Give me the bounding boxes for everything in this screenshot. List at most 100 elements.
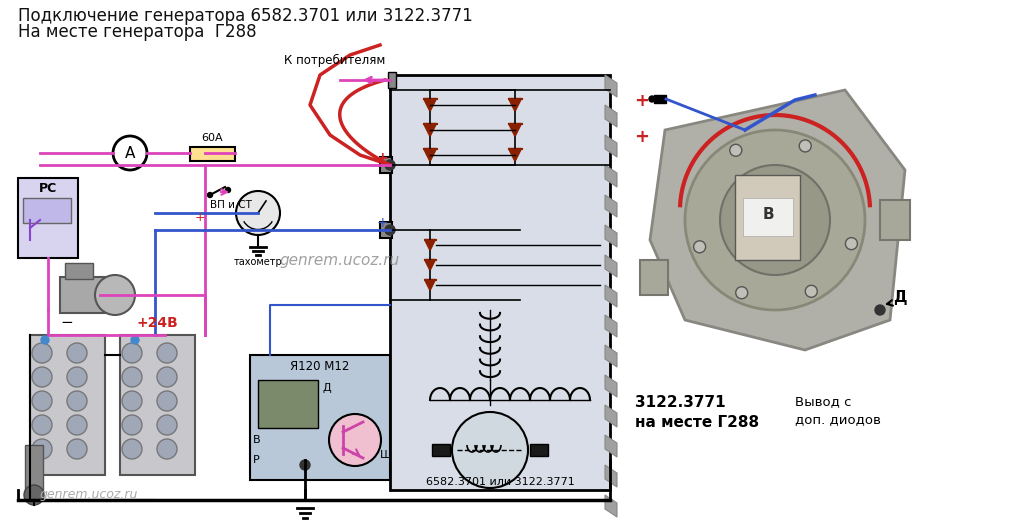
- Circle shape: [649, 96, 655, 102]
- Circle shape: [96, 275, 135, 315]
- Circle shape: [236, 191, 280, 235]
- Circle shape: [736, 287, 748, 299]
- Polygon shape: [605, 495, 617, 517]
- Circle shape: [385, 225, 395, 235]
- Polygon shape: [605, 405, 617, 427]
- Circle shape: [694, 241, 706, 253]
- Circle shape: [157, 439, 177, 459]
- Circle shape: [122, 439, 142, 459]
- Circle shape: [67, 367, 87, 387]
- Polygon shape: [605, 465, 617, 487]
- Polygon shape: [425, 240, 436, 251]
- Text: +: +: [195, 211, 205, 224]
- Text: A: A: [125, 146, 135, 161]
- Text: К потребителям: К потребителям: [284, 54, 386, 67]
- Circle shape: [122, 343, 142, 363]
- Polygon shape: [605, 255, 617, 277]
- Polygon shape: [424, 98, 437, 111]
- Text: Д: Д: [322, 383, 330, 393]
- Text: +: +: [634, 128, 649, 146]
- Polygon shape: [605, 195, 617, 217]
- Bar: [18, 178, 78, 258]
- Bar: [390, 75, 610, 490]
- Circle shape: [729, 144, 742, 157]
- Polygon shape: [605, 345, 617, 367]
- Bar: [190, 147, 235, 161]
- Bar: [380, 157, 392, 173]
- Circle shape: [67, 415, 87, 435]
- Text: +: +: [376, 216, 388, 230]
- Bar: [60, 277, 110, 313]
- Text: Вывод с: Вывод с: [795, 395, 851, 408]
- Text: В: В: [762, 206, 774, 222]
- Circle shape: [875, 305, 885, 315]
- Bar: [258, 380, 318, 428]
- Circle shape: [67, 343, 87, 363]
- Circle shape: [157, 391, 177, 411]
- Text: Д: Д: [893, 290, 906, 305]
- Text: доп. диодов: доп. диодов: [795, 413, 881, 426]
- Polygon shape: [508, 149, 521, 162]
- Polygon shape: [605, 315, 617, 337]
- Circle shape: [31, 343, 52, 363]
- Text: genrem.ucoz.ru: genrem.ucoz.ru: [280, 253, 400, 267]
- Bar: [654, 95, 666, 103]
- Bar: [880, 200, 910, 240]
- Polygon shape: [425, 280, 436, 291]
- Circle shape: [31, 367, 52, 387]
- Circle shape: [122, 391, 142, 411]
- Text: −: −: [61, 315, 73, 330]
- Circle shape: [131, 336, 139, 344]
- Polygon shape: [605, 165, 617, 187]
- Circle shape: [300, 460, 310, 470]
- Circle shape: [452, 412, 528, 488]
- Text: Ш: Ш: [380, 450, 392, 460]
- Polygon shape: [605, 225, 617, 247]
- Circle shape: [845, 238, 858, 250]
- Polygon shape: [605, 75, 617, 97]
- Bar: [30, 335, 105, 475]
- Text: +: +: [634, 92, 649, 110]
- Text: на месте Г288: на месте Г288: [635, 415, 759, 430]
- Bar: [65, 263, 93, 279]
- Circle shape: [31, 391, 52, 411]
- Bar: [530, 444, 548, 456]
- Circle shape: [122, 415, 142, 435]
- Polygon shape: [508, 98, 521, 111]
- Text: +: +: [376, 151, 388, 165]
- Polygon shape: [508, 124, 521, 137]
- Polygon shape: [424, 149, 437, 162]
- Circle shape: [800, 140, 811, 152]
- Polygon shape: [605, 135, 617, 157]
- Polygon shape: [650, 90, 905, 350]
- Circle shape: [113, 136, 147, 170]
- Circle shape: [226, 188, 231, 192]
- Bar: [25, 445, 43, 490]
- Text: В: В: [253, 435, 261, 445]
- Bar: [380, 222, 392, 238]
- Text: Р: Р: [253, 455, 260, 465]
- Circle shape: [685, 130, 865, 310]
- Circle shape: [31, 439, 52, 459]
- Text: РС: РС: [39, 182, 57, 195]
- Text: genrem.ucoz.ru: genrem.ucoz.ru: [40, 488, 138, 501]
- Circle shape: [67, 391, 87, 411]
- Text: тахометр: тахометр: [234, 257, 282, 267]
- Text: Я120 М12: Я120 М12: [291, 360, 350, 373]
- Polygon shape: [605, 105, 617, 127]
- Text: 3122.3771: 3122.3771: [635, 395, 725, 410]
- Circle shape: [385, 160, 395, 170]
- Circle shape: [41, 336, 49, 344]
- Polygon shape: [605, 375, 617, 397]
- Circle shape: [157, 415, 177, 435]
- Text: На месте генератора  Г288: На месте генератора Г288: [18, 23, 257, 41]
- Circle shape: [157, 367, 177, 387]
- Bar: [388, 72, 396, 88]
- Circle shape: [329, 414, 381, 466]
- Bar: [23, 198, 71, 223]
- Text: 60А: 60А: [201, 133, 223, 143]
- Circle shape: [31, 415, 52, 435]
- Circle shape: [24, 485, 44, 505]
- Bar: [432, 444, 450, 456]
- Polygon shape: [605, 435, 617, 457]
